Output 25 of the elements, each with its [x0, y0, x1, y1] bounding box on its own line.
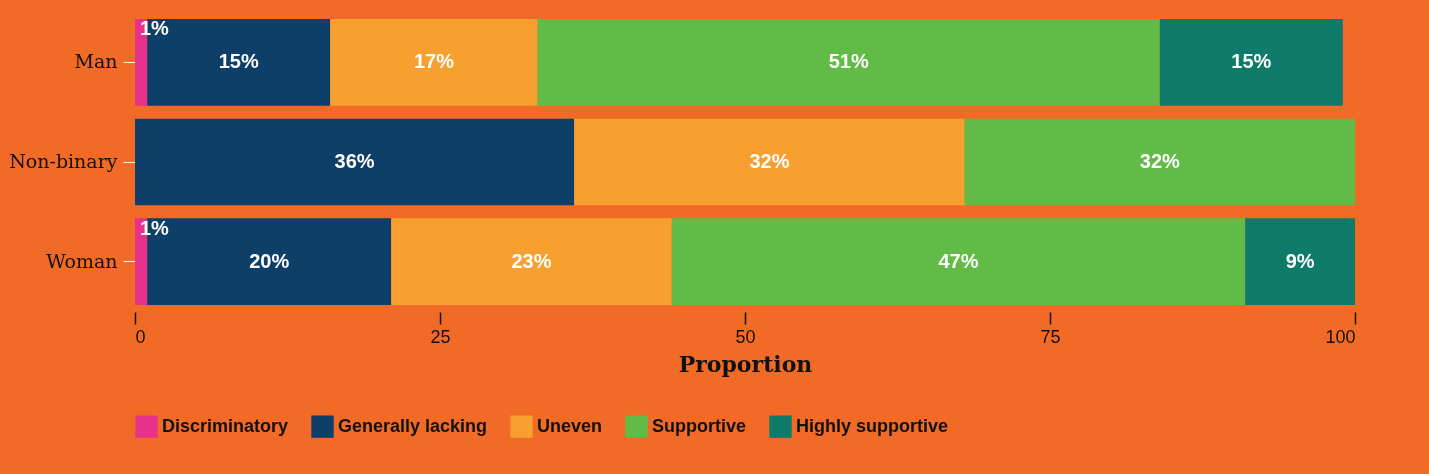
- data-label: 15%: [1231, 50, 1272, 73]
- data-label: 36%: [334, 150, 375, 172]
- legend-label: Uneven: [537, 415, 603, 436]
- legend-label: Discriminatory: [162, 415, 289, 436]
- x-tick-label: 0: [135, 326, 146, 347]
- data-label: 9%: [1285, 249, 1315, 272]
- x-tick-label: 25: [430, 326, 451, 347]
- data-label: 47%: [938, 249, 979, 272]
- legend-label: Highly supportive: [796, 415, 949, 436]
- data-label: 17%: [413, 50, 455, 73]
- y-tick-label: Woman: [46, 249, 118, 272]
- data-label: 23%: [511, 249, 552, 272]
- legend-label: Generally lacking: [338, 415, 488, 436]
- x-tick-label: 100: [1325, 326, 1356, 347]
- y-tick-label: Man: [74, 50, 118, 73]
- x-tick-label: 50: [735, 326, 756, 347]
- x-tick-label: 75: [1040, 326, 1061, 347]
- x-axis-title: Proportion: [678, 350, 813, 377]
- data-label: 32%: [1139, 150, 1181, 172]
- y-tick-label: Non-binary: [9, 150, 118, 172]
- legend-label: Supportive: [652, 415, 747, 436]
- data-label: 51%: [828, 50, 869, 73]
- data-label: 32%: [749, 150, 790, 172]
- data-label: 20%: [249, 249, 290, 272]
- data-label: 15%: [218, 50, 259, 73]
